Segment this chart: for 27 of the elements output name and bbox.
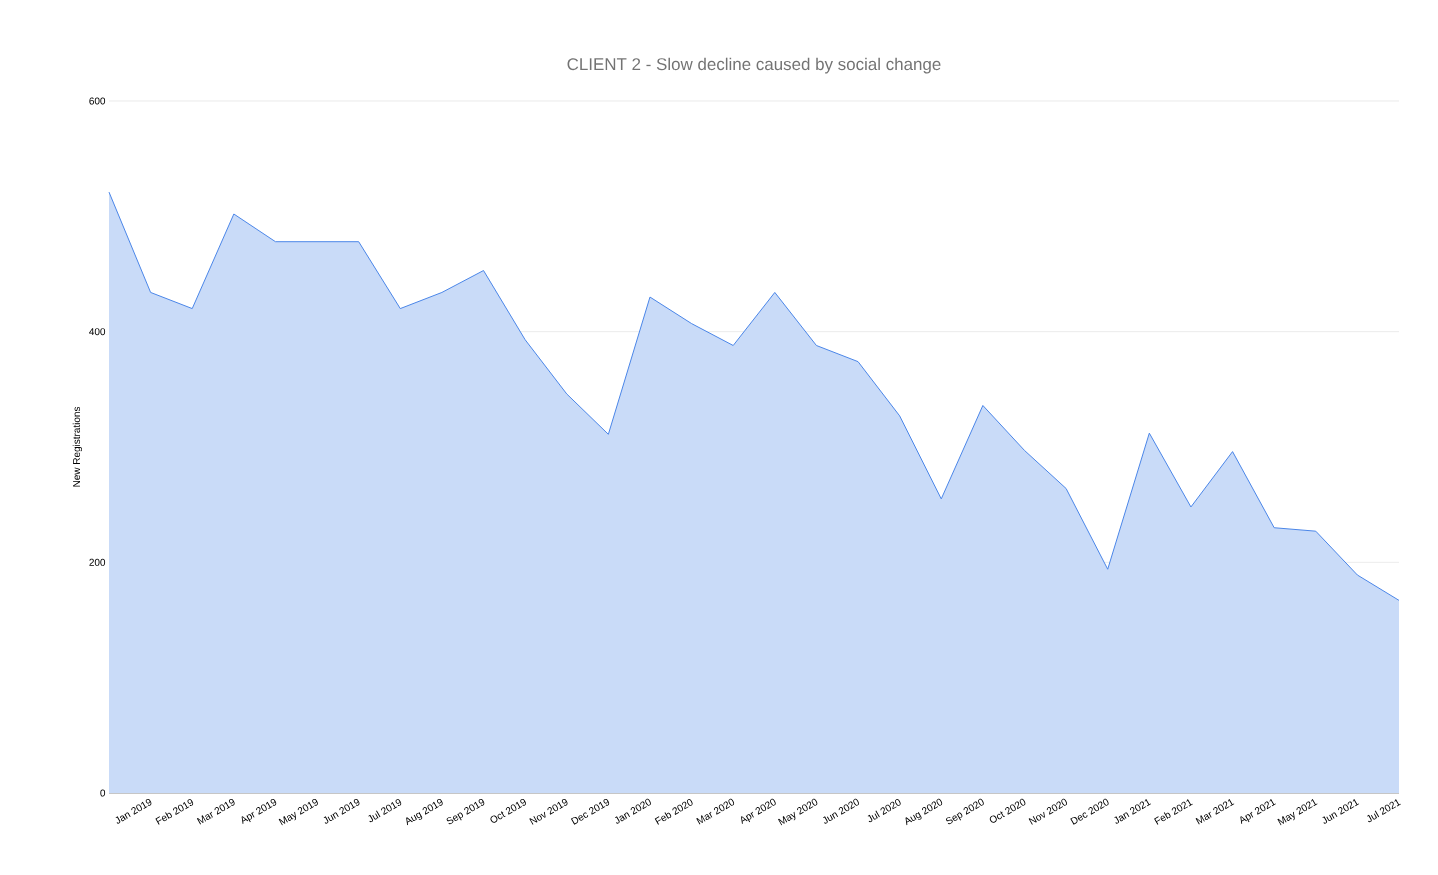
x-tick-label: Apr 2021	[1240, 798, 1276, 825]
y-axis-title: New Registrations	[72, 406, 83, 487]
x-tick-label: Jun 2019	[323, 798, 360, 824]
x-tick-label: Jul 2020	[867, 799, 901, 823]
x-tick-label: Sep 2019	[446, 798, 485, 825]
x-tick-label: Oct 2019	[490, 798, 526, 823]
chart-title: CLIENT 2 - Slow decline caused by social change	[567, 57, 941, 74]
x-tick-label: Mar 2021	[1195, 798, 1235, 825]
y-tick-label: 0	[100, 789, 106, 797]
x-tick-label: Feb 2020	[654, 799, 693, 825]
x-tick-label: Jun 2021	[1322, 798, 1360, 824]
x-tick-label: Dec 2019	[570, 798, 610, 825]
x-tick-label: Jan 2019	[115, 798, 152, 824]
x-tick-label: May 2021	[1277, 798, 1318, 826]
x-tick-label: Mar 2019	[196, 798, 235, 825]
x-tick-label: Nov 2019	[529, 798, 568, 825]
x-tick-label: Jul 2021	[1367, 799, 1401, 823]
y-tick-label: 400	[89, 328, 106, 336]
x-tick-label: Jul 2019	[368, 799, 402, 823]
x-tick-label: Feb 2021	[1154, 799, 1193, 825]
x-tick-label: Feb 2019	[155, 799, 194, 825]
x-tick-label: May 2019	[278, 798, 318, 826]
y-tick-label: 600	[89, 97, 106, 105]
x-tick-label: Aug 2019	[406, 798, 443, 826]
y-tick-label: 200	[89, 558, 106, 566]
x-tick-label: Apr 2019	[241, 798, 277, 825]
x-tick-label: Jan 2021	[1114, 798, 1152, 824]
